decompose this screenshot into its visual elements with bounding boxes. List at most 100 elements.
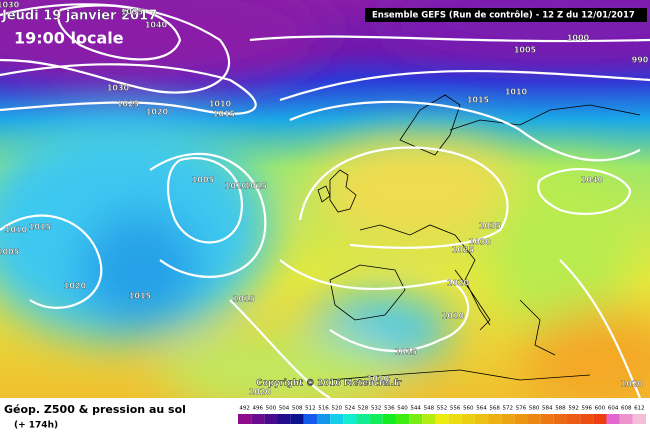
copyright: Copyright © 2016 Meteociel.fr (256, 379, 402, 389)
scale-label: 540 (397, 406, 408, 412)
scale-swatch (316, 414, 331, 424)
scale-swatch (238, 414, 252, 424)
scale-swatch (461, 414, 475, 424)
isobar-label: 1010 (367, 375, 390, 384)
isobar-labels: 1030103510401030102510201010101510051000… (0, 0, 649, 397)
scale-label: 560 (463, 406, 474, 412)
scale-swatch (448, 414, 462, 424)
scale-swatch (606, 414, 620, 424)
scale-label: 528 (358, 406, 369, 412)
scale-label: 492 (239, 406, 250, 412)
scale-label: 536 (384, 406, 395, 412)
isobar-label: 1015 (395, 348, 418, 357)
isobar-label: 1015 (213, 110, 236, 119)
isobar-label: 1040 (581, 176, 604, 185)
scale-label: 552 (437, 406, 448, 412)
scale-swatch (632, 414, 646, 424)
scale-label: 608 (621, 406, 632, 412)
scale-swatch (527, 414, 541, 424)
scale-label: 588 (555, 406, 566, 412)
scale-swatch (593, 414, 607, 424)
scale-swatch (474, 414, 489, 424)
isobar-label: 1035 (121, 8, 144, 17)
scale-label: 500 (266, 406, 277, 412)
scale-label: 556 (450, 406, 461, 412)
scale-swatch (382, 414, 396, 424)
scale-label: 496 (252, 406, 263, 412)
scale-label: 596 (582, 406, 593, 412)
scale-swatch (290, 414, 304, 424)
color-scale: 492 496 500 504 508 512 516 520 524 528 532 536 540 5… (238, 406, 646, 424)
isobar-label: 1015 (29, 223, 52, 232)
isobar-label: 1020 (447, 279, 470, 288)
isobar-label: 1010 (225, 182, 248, 191)
scale-label: 544 (410, 406, 421, 412)
scale-label: 564 (476, 406, 487, 412)
scale-swatch (395, 414, 410, 424)
isobar-label: 1005 (0, 248, 20, 257)
isobar-label: 1030 (0, 1, 20, 10)
scale-swatch (619, 414, 633, 424)
scale-swatch (435, 414, 449, 424)
scale-label: 516 (318, 406, 329, 412)
isobar-label: 1030 (107, 84, 130, 93)
scale-swatch (264, 414, 278, 424)
date-label: Jeudi 19 janvier 2017 (1, 9, 157, 24)
isobar-label: 1020 (146, 108, 169, 117)
scale-swatch (356, 414, 370, 424)
scale-label: 548 (424, 406, 435, 412)
footer-lead: (+ 174h) (14, 421, 58, 431)
isobar-label: 1015 (233, 295, 256, 304)
scale-swatch (553, 414, 568, 424)
scale-label: 584 (542, 406, 553, 412)
scale-swatch (277, 414, 291, 424)
scale-swatch (330, 414, 344, 424)
scale-label: 612 (634, 406, 645, 412)
run-box (365, 8, 647, 22)
scale-label: 508 (292, 406, 303, 412)
scale-label: 576 (516, 406, 527, 412)
isobar-label: 1035 (479, 222, 502, 231)
isobar-label: 1030 (469, 238, 492, 247)
time-label: 19:00 locale (14, 29, 124, 48)
isobar-label: 1010 (5, 226, 28, 235)
isobar-label: 1040 (145, 21, 168, 30)
isobar-label: 1005 (514, 46, 537, 55)
isobar-label: 1020 (64, 282, 87, 291)
isobar-label: 1010 (442, 312, 465, 321)
run-info: Ensemble GEFS (Run de contrôle) - 12 Z d… (372, 10, 635, 21)
isobar-label: 990 (632, 56, 649, 65)
isobar-label: 1025 (117, 100, 140, 109)
scale-label: 592 (568, 406, 579, 412)
isobar-label: 1005 (192, 176, 215, 185)
scale-swatch (514, 414, 528, 424)
scale-label: 512 (305, 406, 316, 412)
scale-swatch (369, 414, 383, 424)
isobar-label: 1000 (567, 34, 590, 43)
isobar-label: 1010 (209, 100, 232, 109)
scale-label: 572 (503, 406, 514, 412)
scale-swatch (422, 414, 436, 424)
scale-label: 520 (331, 406, 342, 412)
scale-label: 604 (608, 406, 619, 412)
footer-title: Géop. Z500 & pression au sol (4, 403, 186, 416)
isobar-label: 1015 (129, 292, 152, 301)
isobar-label: 1025 (452, 246, 475, 255)
scale-swatch (343, 414, 357, 424)
scale-label: 524 (345, 406, 356, 412)
scale-swatch (540, 414, 554, 424)
scale-swatch (251, 414, 265, 424)
scale-swatch (501, 414, 515, 424)
scale-swatch (580, 414, 594, 424)
isobar-label: 1015 (467, 96, 490, 105)
scale-label: 532 (371, 406, 382, 412)
isobar-label: 1015 (245, 182, 268, 191)
scale-swatch (567, 414, 581, 424)
map-field (0, 0, 650, 398)
isobar-label: 1020 (249, 388, 272, 397)
scale-label: 600 (595, 406, 606, 412)
scale-swatch (488, 414, 502, 424)
scale-label: 504 (279, 406, 290, 412)
scale-label: 580 (529, 406, 540, 412)
